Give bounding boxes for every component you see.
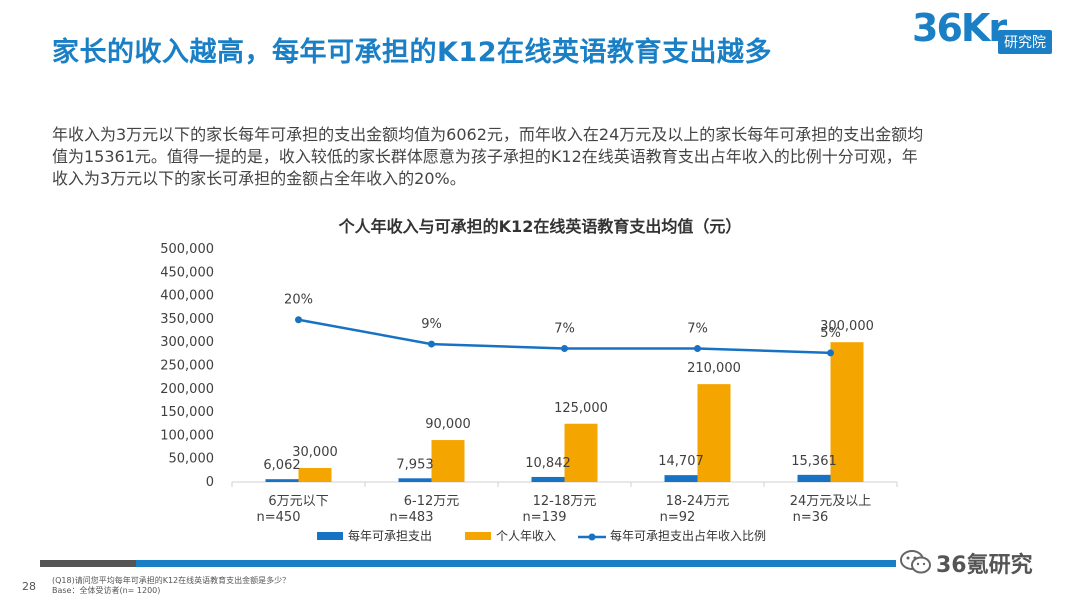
- wechat-icon: [900, 550, 931, 574]
- x-tick-label: 18-24万元: [666, 494, 730, 509]
- ratio-point: [827, 349, 834, 357]
- data-label-expense: 6,062: [263, 458, 300, 473]
- bar-expense: [797, 474, 831, 482]
- ratio-label: 7%: [554, 322, 575, 337]
- bar-income: [298, 468, 332, 482]
- legend-swatch-income: [465, 532, 491, 540]
- data-label-expense: 10,842: [525, 456, 571, 471]
- wechat-watermark: 36氪研究: [900, 545, 1050, 581]
- bar-expense: [398, 478, 432, 482]
- x-tick-label: 24万元及以上: [790, 494, 872, 509]
- x-tick-label: 12-18万元: [533, 494, 597, 509]
- x-tick-sample-size: n=450: [257, 510, 301, 525]
- ratio-point: [428, 340, 435, 348]
- y-tick-label: 450,000: [160, 265, 214, 280]
- footnote-question: (Q18)请问您平均每年可承担的K12在线英语教育支出金额是多少？: [52, 576, 291, 585]
- logo: 36Kr 研究院: [912, 6, 1062, 56]
- y-tick-label: 50,000: [169, 452, 215, 467]
- ratio-point: [694, 345, 701, 353]
- legend-swatch-ratio-dot: [588, 533, 596, 541]
- ratio-point: [561, 345, 568, 353]
- ratio-label: 20%: [284, 293, 313, 308]
- legend-label-expense: 每年可承担支出: [348, 528, 432, 543]
- data-label-expense: 14,707: [658, 454, 704, 469]
- logo-text: 36Kr: [912, 6, 1007, 50]
- y-tick-label: 350,000: [160, 312, 214, 327]
- legend-label-ratio: 每年可承担支出占年收入比例: [610, 528, 766, 543]
- ratio-label: 7%: [687, 322, 708, 337]
- description: 年收入为3万元以下的家长每年可承担的支出金额均值为6062元，而年收入在24万元…: [52, 124, 1037, 190]
- bar-income: [697, 384, 731, 482]
- footnote-base: Base：全体受访者(n= 1200): [52, 586, 161, 595]
- footnote: (Q18)请问您平均每年可承担的K12在线英语教育支出金额是多少？ Base：全…: [52, 576, 290, 596]
- y-tick-label: 400,000: [160, 289, 214, 304]
- footer-bar-blue: [136, 560, 896, 567]
- y-tick-label: 200,000: [160, 382, 214, 397]
- data-label-income: 90,000: [425, 417, 471, 432]
- bar-expense: [664, 475, 698, 482]
- x-tick-sample-size: n=92: [660, 510, 696, 525]
- x-tick-label: 6万元以下: [268, 494, 328, 509]
- legend-swatch-expense: [317, 532, 343, 540]
- ratio-point: [295, 316, 302, 324]
- footer-bar-gray: [40, 560, 136, 567]
- x-tick-sample-size: n=139: [523, 510, 567, 525]
- logo-badge: 研究院: [998, 30, 1052, 54]
- data-label-income: 210,000: [687, 361, 741, 376]
- description-line-3: 收入为3万元以下的家长可承担的金额占全年收入的20%。: [52, 169, 466, 188]
- data-label-income: 300,000: [820, 319, 874, 334]
- bar-income: [830, 342, 864, 482]
- x-tick-sample-size: n=36: [793, 510, 829, 525]
- legend: 每年可承担支出 个人年收入 每年可承担支出占年收入比例: [317, 528, 766, 543]
- ratio-label: 9%: [421, 317, 442, 332]
- description-line-1: 年收入为3万元以下的家长每年可承担的支出金额均值为6062元，而年收入在24万元…: [52, 125, 924, 144]
- page-number: 28: [22, 580, 36, 593]
- ratio-line: 20% 9% 7% 7% 5%: [284, 293, 841, 357]
- y-tick-label: 500,000: [160, 242, 214, 257]
- bar-expense: [265, 479, 299, 482]
- chart-title: 个人年收入与可承担的K12在线英语教育支出均值（元）: [338, 217, 742, 236]
- x-tick-sample-size: n=483: [390, 510, 434, 525]
- description-line-2: 值为15361元。值得一提的是，收入较低的家长群体愿意为孩子承担的K12在线英语…: [52, 147, 918, 166]
- data-label-expense: 15,361: [791, 454, 837, 469]
- ratio-label: 5%: [820, 326, 841, 341]
- y-tick-label: 250,000: [160, 359, 214, 374]
- legend-label-income: 个人年收入: [496, 529, 556, 543]
- bar-income: [431, 440, 465, 482]
- y-tick-label: 150,000: [160, 405, 214, 420]
- wechat-text: 36氪研究: [936, 553, 1033, 578]
- x-tick-label: 6-12万元: [404, 494, 460, 509]
- y-tick-label: 0: [206, 475, 214, 490]
- y-axis: 0 50,000 100,000 150,000 200,000 250,000 300,0…: [160, 242, 214, 490]
- data-label-income: 125,000: [554, 401, 608, 416]
- y-tick-label: 100,000: [160, 428, 214, 443]
- data-label-expense: 7,953: [396, 457, 433, 472]
- bar-expense: [531, 476, 565, 482]
- bar-income: [564, 423, 598, 482]
- page-title: 家长的收入越高，每年可承担的K12在线英语教育支出越多: [52, 37, 772, 68]
- y-tick-label: 300,000: [160, 335, 214, 350]
- data-label-income: 30,000: [292, 445, 338, 460]
